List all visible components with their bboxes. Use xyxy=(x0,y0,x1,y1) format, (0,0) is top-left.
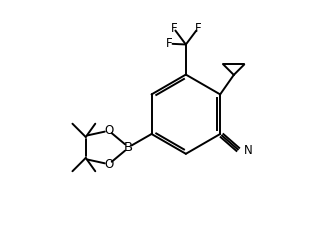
Text: N: N xyxy=(244,144,252,157)
Text: O: O xyxy=(104,158,113,171)
Text: F: F xyxy=(195,21,201,34)
Text: O: O xyxy=(104,123,113,137)
Text: F: F xyxy=(170,21,177,34)
Text: F: F xyxy=(166,37,173,50)
Text: B: B xyxy=(124,141,133,154)
